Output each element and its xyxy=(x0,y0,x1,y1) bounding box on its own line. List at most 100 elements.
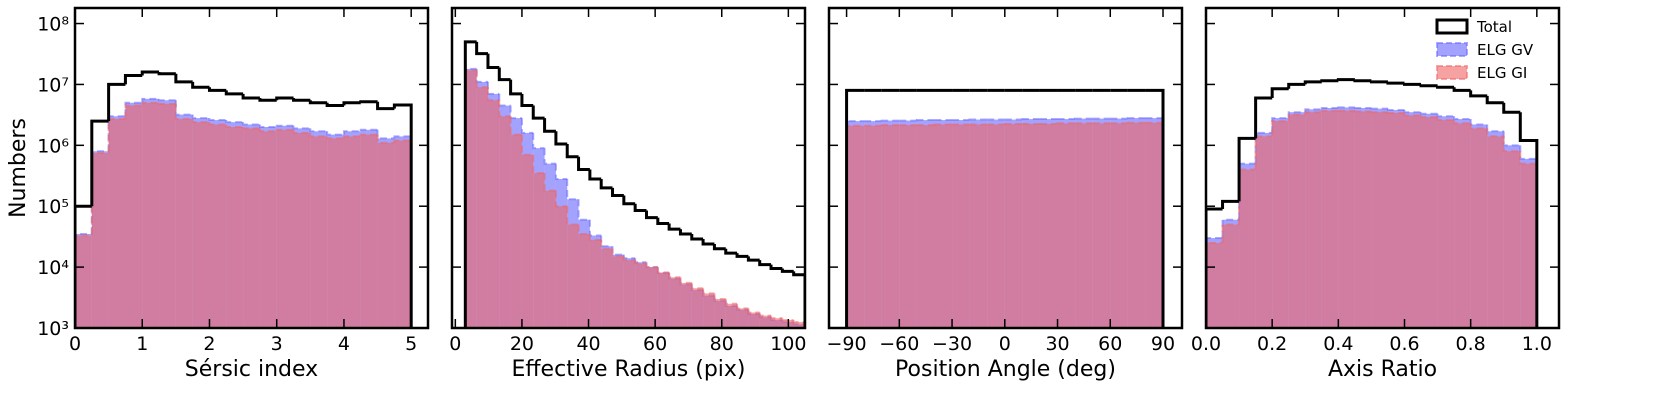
histogram-edge xyxy=(141,97,160,103)
plot-area xyxy=(463,40,805,328)
histogram-edge xyxy=(566,206,579,226)
histogram-step xyxy=(724,248,738,255)
histogram-bar xyxy=(1092,123,1111,328)
x-tick-label: 60 xyxy=(1098,333,1122,355)
histogram-bar xyxy=(259,131,277,328)
histogram-edge xyxy=(75,232,92,328)
histogram-bar xyxy=(310,136,328,328)
x-axis-label: Axis Ratio xyxy=(1328,357,1437,382)
histogram-step xyxy=(792,271,805,328)
histogram-bar xyxy=(714,298,726,328)
histogram-step xyxy=(123,74,143,85)
histogram-edge xyxy=(634,258,647,264)
histogram-step xyxy=(845,88,865,328)
histogram-edge xyxy=(1486,128,1504,138)
histogram-step xyxy=(599,178,613,190)
histogram-bar xyxy=(1110,123,1128,328)
histogram-edge xyxy=(486,87,500,102)
x-tick-label: 0 xyxy=(449,333,461,355)
histogram-edge xyxy=(880,124,900,127)
histogram-edge xyxy=(679,277,692,284)
histogram-edge xyxy=(1403,112,1422,117)
histogram-bar xyxy=(465,70,477,328)
histogram-step xyxy=(520,93,534,108)
histogram-step xyxy=(1206,207,1223,328)
histogram-edge xyxy=(1403,110,1422,114)
histogram-edge xyxy=(968,118,988,121)
histogram-edge xyxy=(1370,111,1388,114)
histogram-bar xyxy=(1206,242,1223,328)
histogram-step xyxy=(342,101,361,106)
histogram-bar xyxy=(1272,121,1289,328)
histogram-bar xyxy=(899,125,917,328)
histogram-edge xyxy=(600,239,613,250)
histogram-edge xyxy=(342,135,361,139)
histogram-bar xyxy=(175,119,193,328)
histogram-step xyxy=(1369,80,1388,84)
histogram-bar xyxy=(589,239,602,328)
histogram-step xyxy=(475,41,488,56)
histogram-edge xyxy=(174,103,193,121)
histogram-edge xyxy=(554,163,568,180)
histogram-edge xyxy=(225,124,244,128)
y-tick-label: 10⁷ xyxy=(37,74,69,96)
histogram-edge xyxy=(758,312,772,317)
histogram-bar xyxy=(91,152,109,328)
histogram-bar xyxy=(476,87,488,328)
histogram-step xyxy=(497,67,511,82)
histogram-bar xyxy=(601,248,613,328)
histogram-edge xyxy=(1056,122,1076,125)
histogram-step xyxy=(1287,82,1306,89)
histogram-step xyxy=(224,90,244,96)
histogram-bar xyxy=(142,102,160,328)
histogram-bar xyxy=(567,224,579,328)
histogram-step xyxy=(1237,136,1256,202)
axes-frame xyxy=(73,6,430,330)
histogram-edge xyxy=(656,267,670,274)
histogram-bar xyxy=(1387,112,1405,328)
histogram-bar xyxy=(360,134,378,328)
histogram-edge xyxy=(690,282,704,290)
histogram-edge xyxy=(509,116,522,136)
histogram-edge xyxy=(208,118,227,122)
histogram-bar xyxy=(192,122,210,328)
y-tick-label: 10⁴ xyxy=(37,257,69,279)
histogram-bar xyxy=(327,138,344,328)
histogram-edge xyxy=(1469,123,1488,130)
y-tick-label: 10⁶ xyxy=(37,135,69,157)
histogram-edge xyxy=(566,178,579,201)
histogram-bar xyxy=(1127,122,1146,328)
histogram-edge xyxy=(309,132,328,138)
histogram-edge xyxy=(554,190,568,208)
histogram-bar xyxy=(1503,151,1521,328)
histogram-edge xyxy=(1370,107,1388,110)
histogram-edge xyxy=(475,68,488,83)
histogram-edge xyxy=(1238,168,1256,225)
histogram-bar xyxy=(759,315,772,328)
histogram-step xyxy=(746,256,760,262)
histogram-step xyxy=(1336,78,1355,82)
histogram-edge xyxy=(532,154,545,175)
histogram-step xyxy=(1469,90,1488,98)
histogram-bar xyxy=(499,116,511,328)
histogram-step xyxy=(712,243,726,251)
histogram-edge xyxy=(702,288,715,295)
x-axis-label: Sérsic index xyxy=(185,357,318,382)
histogram-edge xyxy=(577,224,590,235)
histogram-step xyxy=(1403,82,1422,86)
histogram-bar xyxy=(521,154,534,328)
histogram-step xyxy=(667,223,681,231)
histogram-step xyxy=(1436,85,1455,89)
histogram-step xyxy=(157,72,176,76)
histogram-step xyxy=(701,238,715,246)
x-tick-label: 90 xyxy=(1151,333,1175,355)
histogram-edge xyxy=(1502,131,1521,147)
x-tick-label: 20 xyxy=(510,333,534,355)
histogram-edge xyxy=(376,129,395,140)
histogram-edge xyxy=(520,134,534,156)
histogram-step xyxy=(622,195,636,206)
histogram-bar xyxy=(934,124,953,328)
histogram-bar xyxy=(793,322,805,328)
histogram-bar xyxy=(159,103,176,328)
